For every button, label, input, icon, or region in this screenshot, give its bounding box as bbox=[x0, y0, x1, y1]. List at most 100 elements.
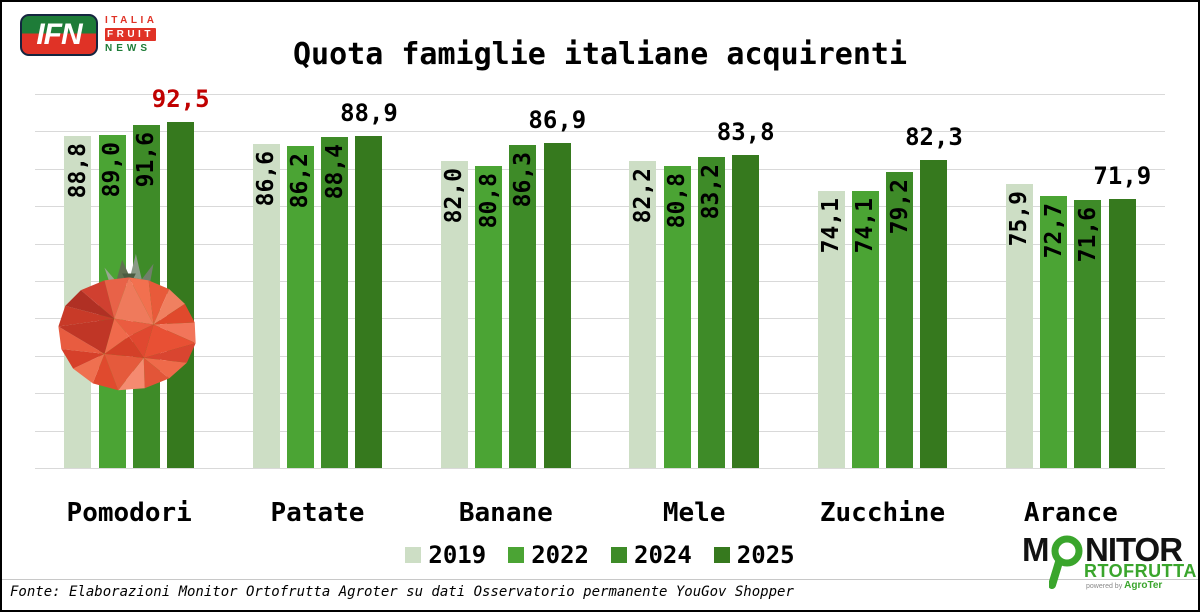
bar-value-text: 72,7 bbox=[1040, 203, 1067, 259]
chart-legend: 2019 2022 2024 2025 bbox=[2, 540, 1198, 570]
bar-2025-banane bbox=[543, 142, 571, 468]
gridline bbox=[35, 318, 1165, 320]
bar-value-text: 74,1 bbox=[818, 197, 844, 254]
gridline bbox=[35, 393, 1165, 395]
legend-swatch-icon bbox=[611, 547, 627, 563]
bar-value-label: 86,3 bbox=[509, 152, 536, 212]
legend-item-2024: 2024 bbox=[611, 541, 692, 569]
bar-2025-zucchine bbox=[920, 160, 948, 468]
bar-value-label: 91,6 bbox=[133, 132, 160, 192]
bar-2022-patate bbox=[286, 145, 314, 468]
monitor-logo-nitor: NITOR bbox=[1085, 531, 1183, 568]
bar-2022-zucchine bbox=[851, 190, 879, 468]
ifn-fruit-text: FRUIT bbox=[105, 28, 156, 41]
bar-2022-arance bbox=[1040, 196, 1068, 468]
legend-item-2025: 2025 bbox=[713, 541, 795, 569]
legend-swatch-icon bbox=[508, 547, 525, 563]
bar-2019-zucchine bbox=[817, 190, 845, 468]
magnifier-icon bbox=[1049, 535, 1083, 589]
bar-value-text: 74,1 bbox=[852, 197, 879, 254]
legend-label: 2025 bbox=[736, 541, 795, 569]
ifn-logo-text: ITALIA FRUIT NEWS bbox=[105, 14, 157, 54]
bar-value-text: 83,2 bbox=[698, 163, 725, 220]
legend-item-2019: 2019 bbox=[405, 541, 486, 569]
legend-item-2022: 2022 bbox=[508, 541, 589, 569]
gridline bbox=[35, 168, 1165, 170]
bar-2024-banane bbox=[509, 145, 537, 468]
bar-value-text: 89,0 bbox=[99, 142, 125, 198]
tomato-icon bbox=[58, 253, 196, 391]
bar-value-label: 92,5 bbox=[151, 85, 210, 114]
bar-value-label: 86,9 bbox=[528, 105, 587, 134]
bar-value-label: 79,2 bbox=[886, 179, 913, 239]
category-label-patate: Patate bbox=[270, 498, 365, 528]
category-label-pomodori: Pomodori bbox=[66, 498, 192, 528]
ifn-italia-text: ITALIA bbox=[105, 15, 158, 26]
bar-value-text: 86,2 bbox=[287, 152, 314, 208]
bar-value-label: 82,0 bbox=[441, 168, 468, 228]
bar-2022-banane bbox=[475, 165, 503, 468]
bar-2024-zucchine bbox=[886, 171, 914, 468]
category-label-arance: Arance bbox=[1023, 498, 1118, 528]
monitor-logo-ortofrutta: RTOFRUTTA bbox=[1084, 561, 1197, 581]
gridline bbox=[35, 94, 1165, 95]
gridline bbox=[35, 206, 1165, 208]
monitor-ortofrutta-logo: M NITOR RTOFRUTTA powered by AgroTer bbox=[1022, 531, 1198, 597]
bar-value-label: 82,3 bbox=[905, 123, 963, 152]
ifn-logo: IFN ITALIA FRUIT NEWS bbox=[20, 14, 157, 56]
bar-value-label: 71,9 bbox=[1093, 162, 1152, 191]
bar-2025-mele bbox=[732, 154, 760, 468]
bar-value-label: 75,9 bbox=[1006, 191, 1033, 251]
bar-value-label: 82,2 bbox=[629, 168, 656, 228]
legend-label: 2022 bbox=[531, 541, 589, 569]
agroter-brand: AgroTer bbox=[1124, 580, 1163, 591]
bar-2019-mele bbox=[629, 160, 657, 468]
footer-divider bbox=[2, 579, 1198, 580]
ifn-news-text: NEWS bbox=[105, 43, 151, 54]
chart-title: Quota famiglie italiane acquirenti bbox=[292, 37, 908, 72]
bar-value-label: 88,8 bbox=[64, 143, 91, 203]
bar-2019-arance bbox=[1005, 184, 1033, 468]
bar-value-label: 83,2 bbox=[698, 164, 725, 224]
bar-2019-patate bbox=[252, 144, 280, 468]
source-note: Fonte: Elaborazioni Monitor Ortofrutta A… bbox=[10, 584, 794, 600]
bar-value-text: 75,9 bbox=[1006, 191, 1033, 247]
bar-value-label: 86,6 bbox=[253, 151, 280, 211]
bar-2025-patate bbox=[355, 135, 383, 468]
legend-swatch-icon bbox=[713, 547, 730, 563]
monitor-logo-m: M bbox=[1022, 531, 1050, 568]
bar-2024-arance bbox=[1074, 200, 1102, 468]
gridline bbox=[35, 281, 1165, 282]
category-label-zucchine: Zucchine bbox=[819, 498, 946, 528]
bar-value-label: 86,2 bbox=[287, 153, 314, 213]
bar-2024-patate bbox=[321, 137, 349, 468]
bar-2024-mele bbox=[697, 156, 725, 468]
bar-value-text: 79,2 bbox=[886, 178, 913, 235]
bar-value-text: 91,6 bbox=[133, 132, 160, 188]
legend-swatch-icon bbox=[405, 547, 422, 563]
bar-2019-banane bbox=[440, 161, 468, 468]
bar-value-label: 88,9 bbox=[340, 98, 398, 127]
bar-value-text: 82,2 bbox=[629, 167, 656, 223]
bar-value-text: 86,6 bbox=[253, 151, 279, 207]
gridline bbox=[35, 355, 1165, 357]
gridline bbox=[35, 430, 1165, 432]
bar-value-label: 89,0 bbox=[99, 142, 126, 202]
ifn-badge-icon: IFN bbox=[20, 14, 98, 56]
bar-value-text: 82,0 bbox=[441, 168, 468, 224]
bar-value-label: 83,8 bbox=[716, 117, 775, 146]
gridline bbox=[35, 243, 1165, 245]
bar-value-label: 80,8 bbox=[475, 173, 502, 233]
bar-value-label: 71,6 bbox=[1074, 207, 1101, 267]
gridline bbox=[35, 468, 1165, 469]
bar-value-label: 74,1 bbox=[818, 198, 845, 258]
monitor-logo-powered-by: powered by AgroTer bbox=[1086, 580, 1163, 591]
bar-value-label: 80,8 bbox=[664, 173, 691, 233]
bar-2025-arance bbox=[1108, 199, 1136, 468]
gridline bbox=[35, 131, 1165, 133]
bar-2022-mele bbox=[663, 165, 691, 468]
bar-value-text: 80,8 bbox=[664, 172, 690, 229]
bar-value-text: 86,3 bbox=[509, 152, 536, 208]
legend-label: 2024 bbox=[634, 541, 692, 569]
